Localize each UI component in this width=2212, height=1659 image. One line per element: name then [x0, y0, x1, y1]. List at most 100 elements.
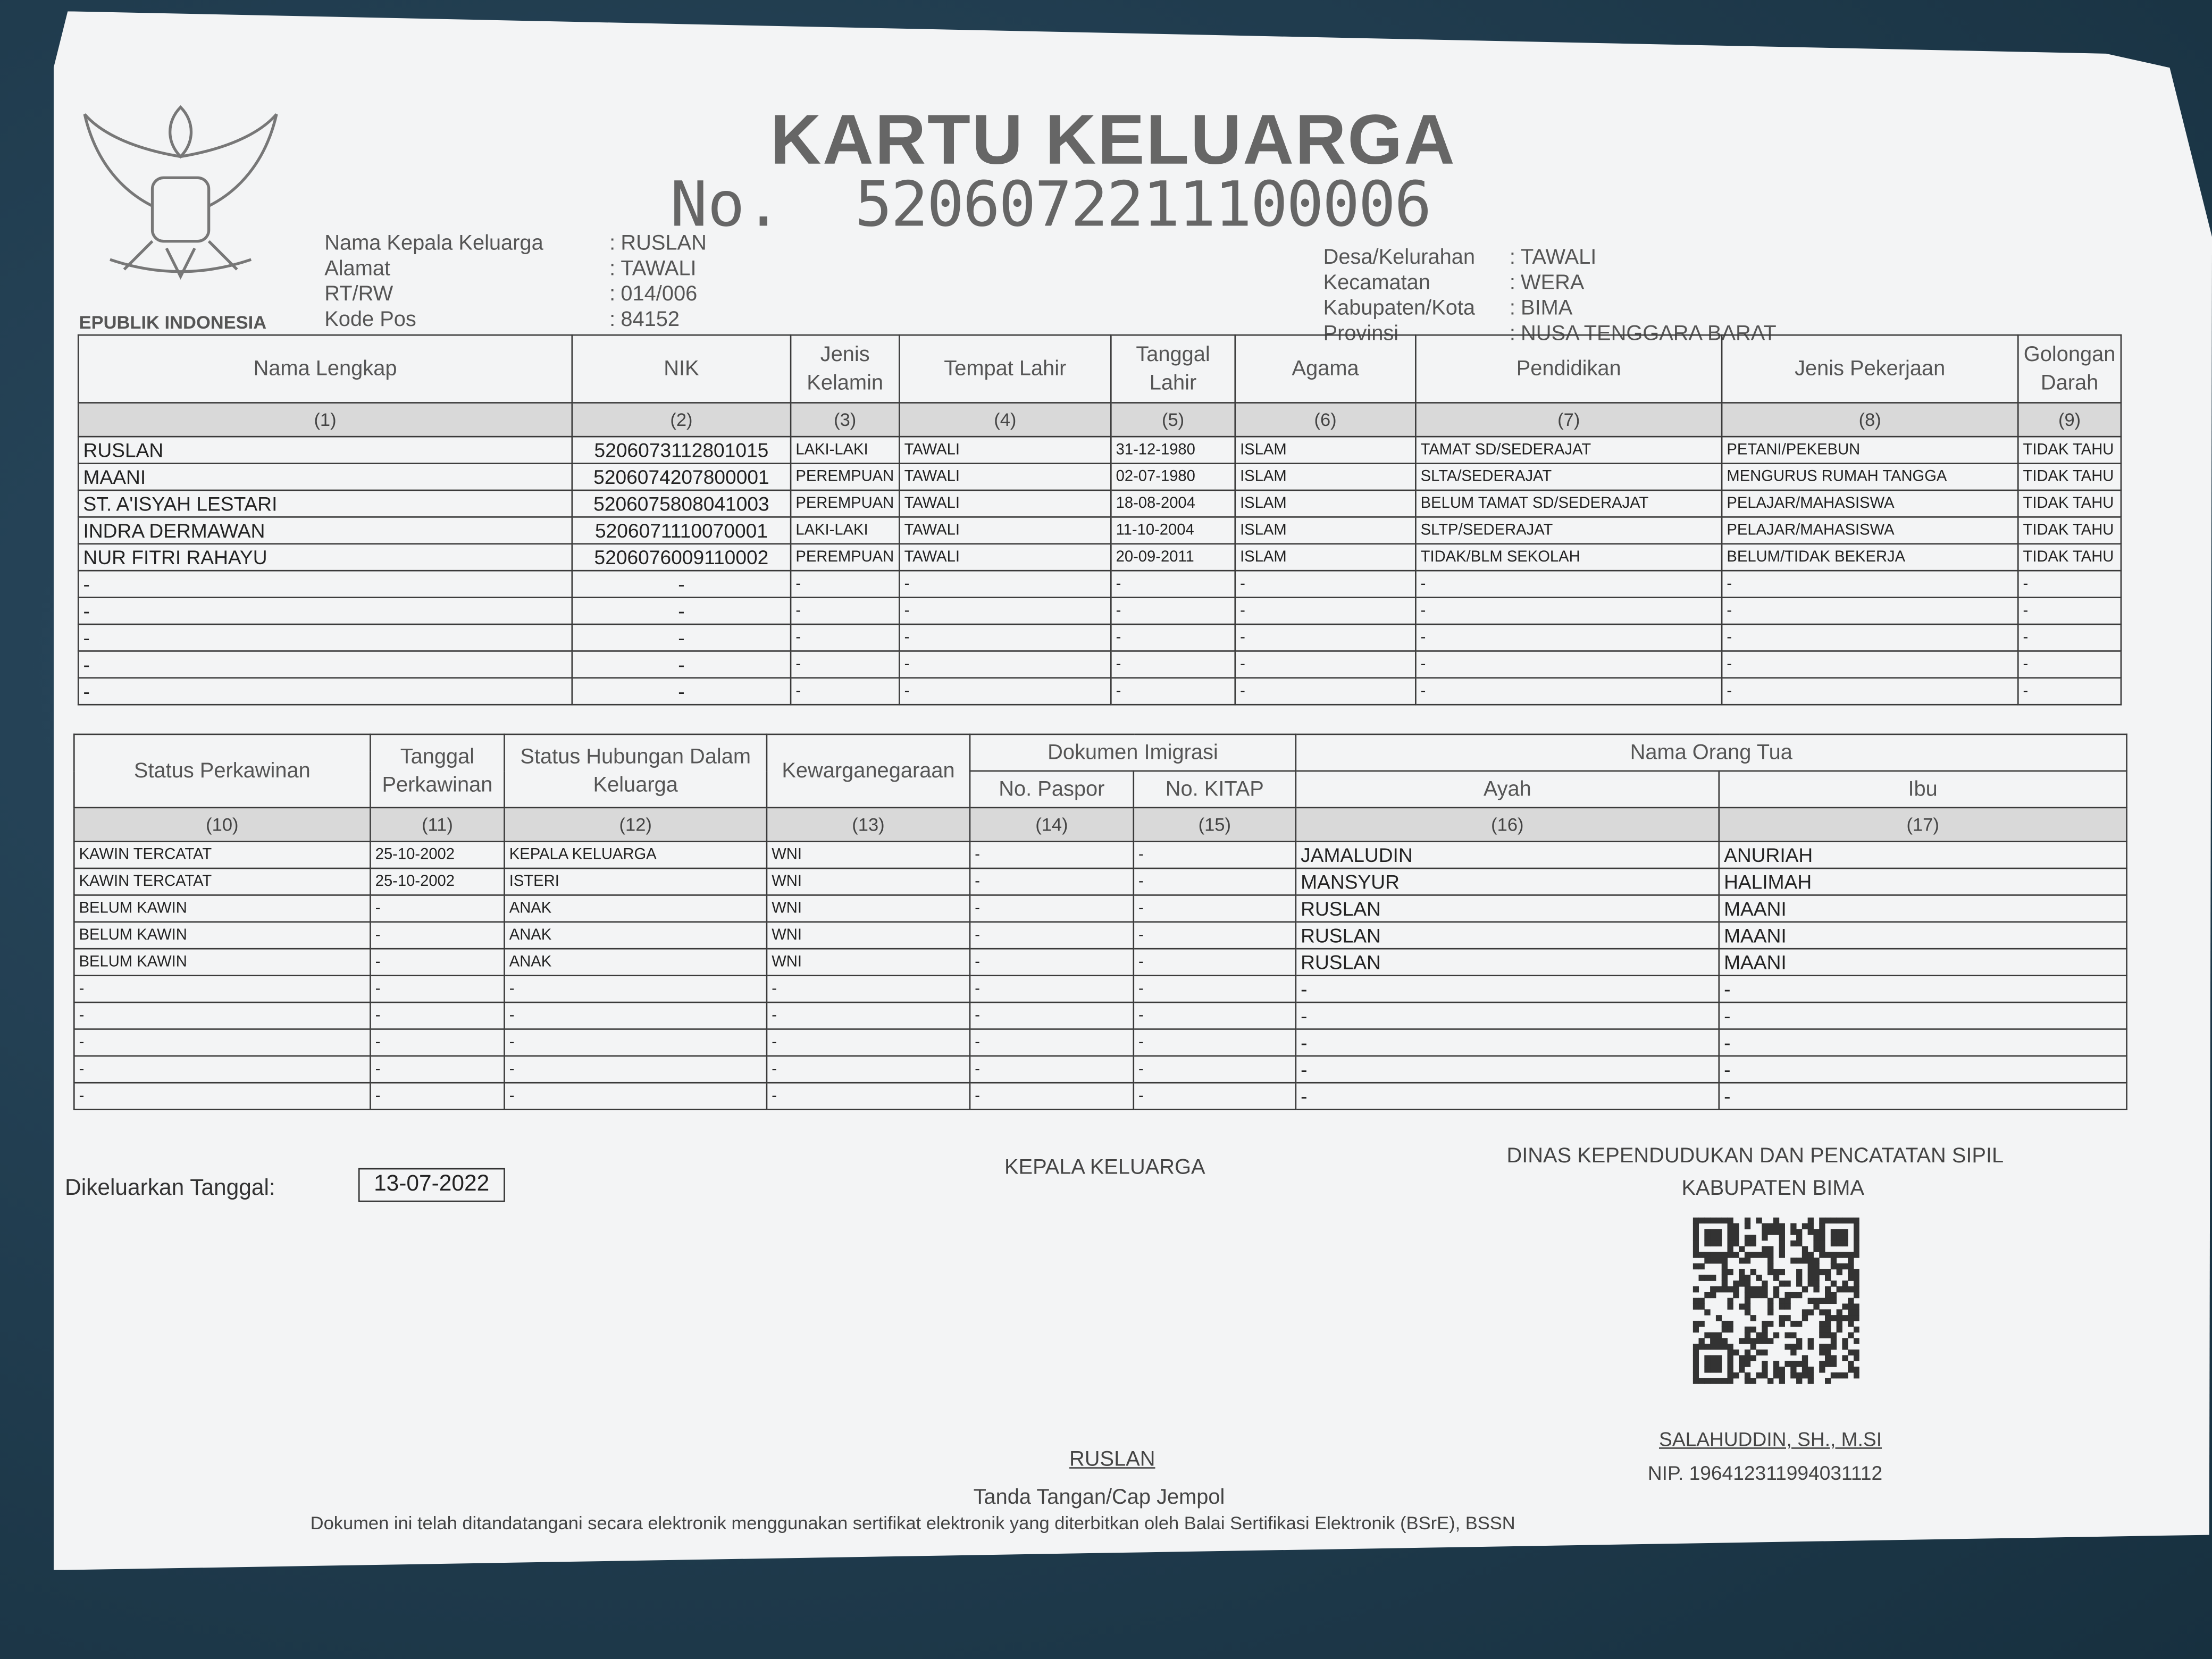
- table-cell: -: [504, 975, 768, 1003]
- table-cell: -: [1295, 1055, 1720, 1084]
- table-cell: TIDAK TAHU: [2017, 543, 2122, 572]
- table-cell: -: [969, 1055, 1135, 1084]
- table-cell: 31-12-1980: [1110, 435, 1236, 464]
- table-cell: -: [2017, 623, 2122, 652]
- emblem-caption: EPUBLIK INDONESIA: [79, 312, 267, 333]
- info-value: WERA: [1521, 271, 1585, 295]
- table-row: BELUM KAWIN - ANAK WNI - - RUSLAN MAANI: [73, 921, 2127, 950]
- table-cell: ST. A'ISYAH LESTARI: [77, 489, 573, 518]
- table-cell: MENGURUS RUMAH TANGGA: [1721, 463, 2019, 491]
- table-cell: -: [1110, 623, 1236, 652]
- table-cell: -: [969, 841, 1135, 869]
- table-cell: -: [1133, 921, 1297, 950]
- table-cell: PELAJAR/MAHASISWA: [1721, 516, 2019, 545]
- table-cell: SLTP/SEDERAJAT: [1415, 516, 1723, 545]
- table-cell: -: [571, 623, 792, 652]
- column-number: (2): [571, 402, 792, 438]
- table-cell: -: [73, 975, 371, 1003]
- table-cell: -: [1133, 867, 1297, 896]
- number-label: No.: [670, 169, 783, 241]
- table-row: BELUM KAWIN - ANAK WNI - - RUSLAN MAANI: [73, 894, 2127, 923]
- table-cell: KAWIN TERCATAT: [73, 867, 371, 896]
- table-cell: -: [1234, 597, 1417, 625]
- table-row: ST. A'ISYAH LESTARI 5206075808041003 PEREM…: [77, 489, 2122, 518]
- table-cell: TAWALI: [899, 463, 1112, 491]
- table-cell: KAWIN TERCATAT: [73, 841, 371, 869]
- table-cell: -: [370, 948, 505, 976]
- column-header: Agama: [1234, 334, 1417, 404]
- column-number: (12): [504, 807, 768, 842]
- table-cell: 18-08-2004: [1110, 489, 1236, 518]
- table: Nama Lengkap NIK Jenis Kelamin Tempat Lahir…: [77, 334, 2122, 706]
- table-cell: -: [1133, 841, 1297, 869]
- table-cell: -: [1234, 623, 1417, 652]
- table: Status Perkawinan Tanggal Perkawinan Statu…: [73, 733, 2127, 1110]
- table-cell: -: [1415, 677, 1723, 706]
- table-cell: -: [766, 1028, 971, 1057]
- info-separator: :: [1509, 245, 1515, 270]
- table-cell: -: [504, 1082, 768, 1110]
- header-row: Status Perkawinan Tanggal Perkawinan Statu…: [73, 733, 2127, 809]
- table-cell: -: [1133, 894, 1297, 923]
- info-value: 014/006: [621, 282, 698, 306]
- column-number: (8): [1721, 402, 2019, 438]
- table-cell: 5206075808041003: [571, 489, 792, 518]
- column-header: Jenis Kelamin: [790, 334, 900, 404]
- table-cell: ISLAM: [1234, 463, 1417, 491]
- document: EPUBLIK INDONESIA KARTU KELUARGA No. 520607…: [53, 11, 2212, 1570]
- qr-code: [1692, 1217, 1859, 1384]
- column-header: Kewarganegaraan: [766, 733, 971, 809]
- table-cell: ISLAM: [1234, 435, 1417, 464]
- table-cell: -: [73, 1082, 371, 1110]
- table-cell: NUR FITRI RAHAYU: [77, 543, 573, 572]
- table-cell: -: [1133, 1082, 1297, 1110]
- column-header: Tempat Lahir: [899, 334, 1112, 404]
- table-cell: -: [969, 867, 1135, 896]
- info-separator: :: [1509, 271, 1515, 295]
- table-cell: -: [370, 894, 505, 923]
- table-cell: MAANI: [1718, 948, 2127, 976]
- column-number: (15): [1133, 807, 1297, 842]
- table-cell: -: [504, 1055, 768, 1084]
- table-cell: -: [77, 677, 573, 706]
- table-cell: -: [766, 1001, 971, 1030]
- table-cell: -: [77, 650, 573, 679]
- table-cell: -: [2017, 677, 2122, 706]
- table-cell: -: [766, 975, 971, 1003]
- table-row: ---------: [77, 569, 2122, 598]
- table-cell: -: [1295, 1028, 1720, 1057]
- table-cell: WNI: [766, 841, 971, 869]
- table-cell: BELUM KAWIN: [73, 921, 371, 950]
- table-cell: -: [370, 1028, 505, 1057]
- table-cell: -: [1721, 623, 2019, 652]
- table-cell: -: [899, 623, 1112, 652]
- table-cell: -: [504, 1028, 768, 1057]
- table-cell: RUSLAN: [1295, 921, 1720, 950]
- head-title: KEPALA KELUARGA: [1004, 1155, 1205, 1179]
- table-cell: -: [370, 975, 505, 1003]
- info-label: RT/RW: [324, 282, 393, 306]
- info-value: 84152: [621, 307, 680, 332]
- table-row: --------: [73, 975, 2127, 1003]
- table-cell: -: [899, 650, 1112, 679]
- column-number: (3): [790, 402, 900, 438]
- table-cell: -: [1110, 677, 1236, 706]
- head-name: RUSLAN: [1069, 1447, 1155, 1472]
- table-cell: -: [1110, 597, 1236, 625]
- table-cell: TAMAT SD/SEDERAJAT: [1415, 435, 1723, 464]
- table-cell: WNI: [766, 921, 971, 950]
- table-cell: MAANI: [1718, 894, 2127, 923]
- table-cell: -: [1415, 650, 1723, 679]
- column-number: (16): [1295, 807, 1720, 842]
- table-row: ---------: [77, 677, 2122, 706]
- table-cell: -: [1718, 1001, 2127, 1030]
- table-cell: -: [1721, 677, 2019, 706]
- table-row: RUSLAN 5206073112801015 LAKI-LAKI TAWALI 31-…: [77, 435, 2122, 464]
- column-header: No. KITAP: [1133, 770, 1297, 809]
- table-row: BELUM KAWIN - ANAK WNI - - RUSLAN MAANI: [73, 948, 2127, 976]
- column-number: (6): [1234, 402, 1417, 438]
- table-row: KAWIN TERCATAT 25-10-2002 ISTERI WNI - - MANSY…: [73, 867, 2127, 896]
- table-cell: 5206073112801015: [571, 435, 792, 464]
- table-cell: -: [2017, 650, 2122, 679]
